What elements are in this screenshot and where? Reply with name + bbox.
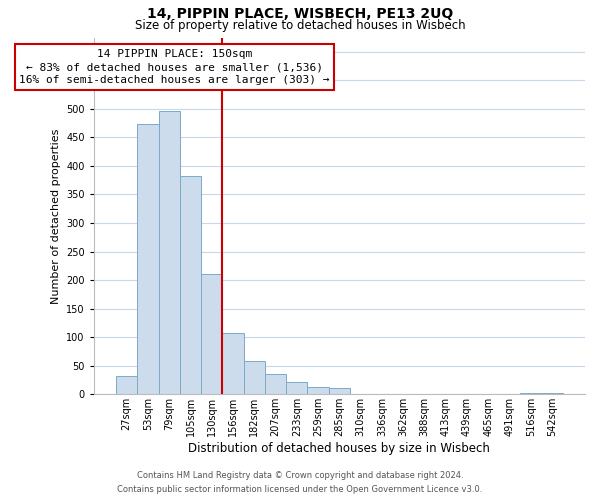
Text: 14 PIPPIN PLACE: 150sqm
← 83% of detached houses are smaller (1,536)
16% of semi: 14 PIPPIN PLACE: 150sqm ← 83% of detache… bbox=[19, 49, 330, 86]
Y-axis label: Number of detached properties: Number of detached properties bbox=[50, 128, 61, 304]
Bar bbox=[265, 374, 286, 394]
Bar bbox=[201, 274, 223, 394]
Text: Size of property relative to detached houses in Wisbech: Size of property relative to detached ho… bbox=[134, 18, 466, 32]
X-axis label: Distribution of detached houses by size in Wisbech: Distribution of detached houses by size … bbox=[188, 442, 490, 455]
Bar bbox=[541, 393, 563, 394]
Bar bbox=[180, 176, 201, 394]
Bar bbox=[158, 110, 180, 395]
Bar bbox=[137, 124, 158, 394]
Bar bbox=[244, 361, 265, 394]
Bar bbox=[223, 333, 244, 394]
Bar bbox=[286, 382, 307, 394]
Bar bbox=[520, 393, 541, 394]
Bar bbox=[329, 388, 350, 394]
Text: Contains HM Land Registry data © Crown copyright and database right 2024.
Contai: Contains HM Land Registry data © Crown c… bbox=[118, 472, 482, 494]
Bar bbox=[116, 376, 137, 394]
Text: 14, PIPPIN PLACE, WISBECH, PE13 2UQ: 14, PIPPIN PLACE, WISBECH, PE13 2UQ bbox=[147, 8, 453, 22]
Bar bbox=[307, 388, 329, 394]
